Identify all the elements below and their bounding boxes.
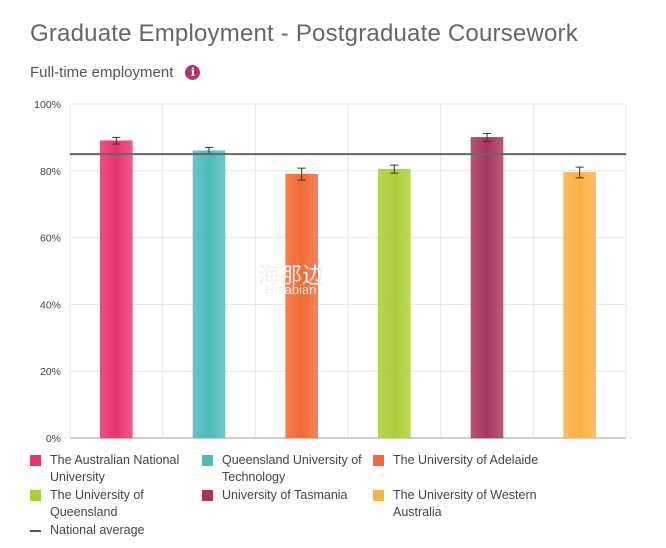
legend-swatch xyxy=(30,490,41,501)
legend-item-tasmania[interactable]: University of Tasmania xyxy=(202,487,348,504)
bar xyxy=(378,168,411,439)
bar xyxy=(100,140,133,439)
legend-label: National average xyxy=(50,523,145,537)
legend-label-line2: Australia xyxy=(393,505,442,519)
legend-label: The University of Adelaide xyxy=(393,453,539,467)
legend-label: Queensland University of xyxy=(222,453,362,467)
y-tick-label: 100% xyxy=(34,99,61,111)
legend-item-uq[interactable]: The University of Queensland xyxy=(30,487,144,521)
bar-chart: 0% 20% 40% 60% 80% 100% xyxy=(34,99,627,445)
legend-item-national-average[interactable]: National average xyxy=(30,522,145,539)
legend-label-line2: Technology xyxy=(222,470,286,484)
legend-label: The University of xyxy=(50,488,144,502)
info-icon[interactable]: i xyxy=(185,65,201,80)
legend-swatch xyxy=(373,490,384,501)
subtitle-text: Full-time employment xyxy=(30,64,174,81)
bar xyxy=(285,173,318,439)
legend-label: University of Tasmania xyxy=(222,488,348,502)
legend-label: The University of Western xyxy=(393,488,537,502)
y-tick-label: 20% xyxy=(40,366,61,378)
y-tick-label: 0% xyxy=(46,433,61,445)
legend-label-line2: University xyxy=(50,470,105,484)
chart-subtitle: Full-time employment i xyxy=(30,64,201,81)
bar xyxy=(470,137,504,439)
legend-line-swatch xyxy=(30,530,41,532)
legend-item-uwa[interactable]: The University of Western Australia xyxy=(373,487,537,521)
legend-item-adelaide[interactable]: The University of Adelaide xyxy=(373,452,538,469)
legend-swatch xyxy=(202,490,213,501)
y-tick-label: 80% xyxy=(40,166,61,178)
legend-item-anu[interactable]: The Australian National University xyxy=(30,452,179,486)
legend-swatch xyxy=(373,455,384,466)
legend-label-line2: Queensland xyxy=(50,505,118,519)
legend-swatch xyxy=(202,455,213,466)
y-tick-label: 40% xyxy=(40,299,61,311)
chart-title: Graduate Employment - Postgraduate Cours… xyxy=(30,20,578,47)
y-tick-label: 60% xyxy=(40,233,61,245)
bar xyxy=(563,172,596,439)
bar xyxy=(192,150,226,439)
legend-item-qut[interactable]: Queensland University of Technology xyxy=(202,452,362,486)
legend-swatch xyxy=(30,455,41,466)
legend-label: The Australian National xyxy=(50,453,180,467)
